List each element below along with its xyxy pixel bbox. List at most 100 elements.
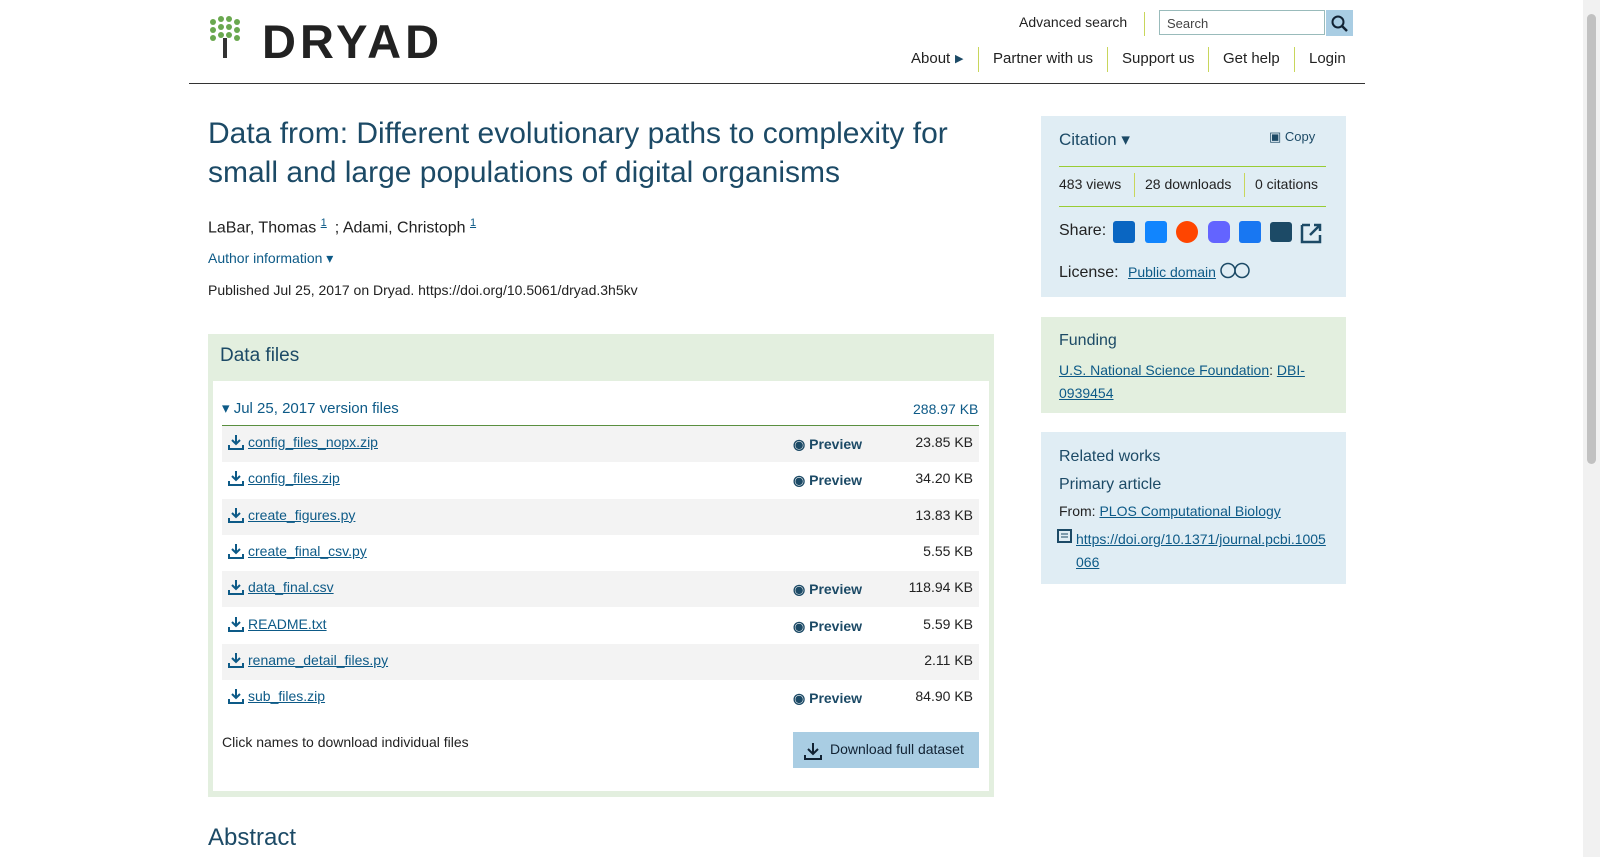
download-label[interactable]: Download full dataset [830,741,964,757]
metric-separator [1244,173,1245,197]
metric-separator [1134,173,1135,197]
preview-button[interactable]: ◉ Preview [793,472,862,489]
preview-label[interactable]: Preview [809,581,863,598]
citation-toggle[interactable]: Citation ▾ [1059,130,1130,149]
citation-label[interactable]: Citation [1059,130,1117,149]
funder-link[interactable]: U.S. National Science Foundation [1059,362,1270,378]
files-note: Click names to download individual files [222,734,469,750]
download-icon [228,543,244,559]
preview-icon: ◉ [793,472,810,489]
nav-separator [1107,47,1108,72]
journal-link[interactable]: PLOS Computational Biology [1099,503,1281,519]
file-link[interactable]: sub_files.zip [248,688,326,705]
nav-item[interactable]: Get help [1223,50,1280,67]
file-link[interactable]: create_figures.py [248,506,356,523]
related-heading: Related works [1059,448,1161,465]
file-size: 34.20 KB [915,470,973,487]
cc-icon [1220,262,1250,279]
preview-label[interactable]: Preview [809,472,863,489]
nav-item[interactable]: Login [1309,50,1346,67]
download-icon [804,743,822,760]
download-icon [228,471,244,487]
preview-icon: ◉ [793,690,810,707]
nav-item[interactable]: Support us [1122,50,1195,67]
download-icon [228,435,244,450]
advanced-search[interactable]: Advanced search [1019,14,1128,30]
nav-separator [1208,47,1209,72]
preview-button[interactable]: ◉ Preview [793,690,862,707]
file-size: 13.83 KB [915,506,973,523]
metric: 28 downloads [1145,176,1232,192]
author-affiliation[interactable]: 1 [320,217,327,229]
nav-item[interactable]: About [911,50,951,67]
funding-box [1041,317,1346,413]
file-link[interactable]: config_files.zip [248,470,340,487]
file-row: create_final_csv.py 5.55 KB [222,535,979,571]
preview-label[interactable]: Preview [809,617,863,634]
copy-button[interactable]: ▣ Copy [1269,129,1316,144]
copy-label[interactable]: Copy [1284,129,1316,144]
scrollbar [1583,0,1600,857]
file-link[interactable]: config_files_nopx.zip [248,434,378,450]
related-box [1041,432,1346,584]
search-input[interactable]: Search [1159,10,1325,35]
preview-label[interactable]: Preview [809,436,863,452]
share-icons[interactable] [1113,219,1328,245]
file-row: README.txt ◉ Preview 5.59 KB [222,608,979,644]
version-label[interactable]: Jul 25, 2017 version files [233,400,399,417]
version-total: 288.97 KB [913,401,979,417]
search-button[interactable] [1326,10,1353,36]
logo[interactable]: DRYAD [262,15,444,68]
from-label: From: [1059,503,1096,519]
download-icon [228,507,244,523]
file-link[interactable]: README.txt [248,615,327,632]
preview-button[interactable]: ◉ Preview [793,436,862,453]
abstract-heading: Abstract [208,824,297,851]
download-icon [228,689,244,705]
preview-label[interactable]: Preview [809,690,863,707]
related-type: Primary article [1059,476,1162,493]
metric: 0 citations [1255,176,1319,192]
preview-button[interactable]: ◉ Preview [793,618,862,635]
file-row: config_files_nopx.zip ◉ Preview 23.85 KB [222,426,979,462]
author-separator: ; [334,219,340,237]
file-row: create_figures.py 13.83 KB [222,498,979,535]
download-icon [228,580,244,596]
author-name: Adami, Christoph [342,219,466,237]
nav-separator [978,47,979,72]
file-link[interactable]: rename_detail_files.py [248,651,389,668]
preview-icon: ◉ [793,436,810,452]
file-row: rename_detail_files.py 2.11 KB [222,643,979,680]
preview-icon: ◉ [793,617,810,634]
file-size: 118.94 KB [908,579,973,596]
file-size: 84.90 KB [915,688,973,705]
award-link[interactable]: DBI-0939454 [1059,362,1305,401]
related-from: From: PLOS Computational Biology [1059,503,1281,519]
author-information[interactable]: Author information ▾ [208,250,334,266]
author-affiliation[interactable]: 1 [469,217,477,229]
dataset-title: Data from: Different evolutionary paths … [208,117,948,189]
file-link[interactable]: data_final.csv [248,579,334,596]
download-button[interactable]: Download full dataset [793,732,979,768]
published: Published Jul 25, 2017 on Dryad. https:/… [208,282,638,298]
header-rule [189,83,1365,84]
article-icon [1057,529,1072,543]
file-size: 23.85 KB [915,434,973,450]
version-toggle[interactable]: ▾ Jul 25, 2017 version files [222,400,399,417]
file-link[interactable]: create_final_csv.py [248,542,367,559]
version-rule [222,425,979,426]
funding-text: U.S. National Science Foundation: DBI-09… [1059,359,1329,405]
nav-item[interactable]: Partner with us [993,50,1094,67]
authors: LaBar, Thomas 1; Adami, Christoph 1 [208,217,484,237]
metrics-rule [1059,206,1326,207]
license-link[interactable]: Public domain [1128,264,1216,280]
author-information-label[interactable]: Author information [208,250,323,266]
preview-button[interactable]: ◉ Preview [793,581,862,598]
related-doi[interactable]: https://doi.org/10.1371/journal.pcbi.100… [1076,531,1326,570]
share-label: Share: [1059,222,1107,239]
author-name: LaBar, Thomas [208,219,317,237]
funding-heading: Funding [1059,332,1117,349]
scrollbar-thumb [1587,14,1596,464]
file-size: 2.11 KB [924,651,973,668]
